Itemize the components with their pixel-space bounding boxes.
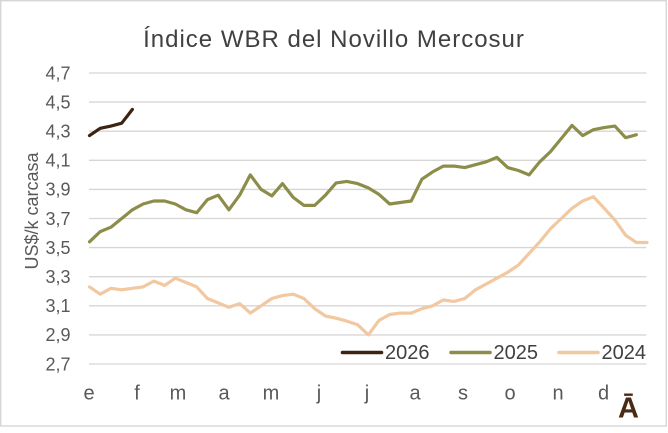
svg-text:m: m [263,383,280,405]
svg-text:j: j [364,383,369,405]
svg-text:3,5: 3,5 [45,238,70,258]
svg-text:4,7: 4,7 [45,63,70,83]
svg-text:3,1: 3,1 [45,296,70,316]
svg-text:US$/k carcasa: US$/k carcasa [22,151,42,269]
svg-text:4,5: 4,5 [45,92,70,112]
svg-text:3,9: 3,9 [45,180,70,200]
svg-text:4,3: 4,3 [45,122,70,142]
svg-text:2024: 2024 [602,342,647,364]
svg-text:s: s [458,383,468,405]
svg-text:2,7: 2,7 [45,354,70,374]
svg-text:d: d [598,383,609,405]
svg-text:Índice WBR del Novillo Mercosu: Índice WBR del Novillo Mercosur [143,26,525,53]
svg-text:2,9: 2,9 [45,325,70,345]
svg-text:m: m [170,383,187,405]
svg-text:3,7: 3,7 [45,209,70,229]
svg-text:a: a [409,383,421,405]
svg-text:4,1: 4,1 [45,151,70,171]
svg-text:n: n [552,383,563,405]
svg-text:2025: 2025 [494,342,539,364]
svg-text:2026: 2026 [385,342,430,364]
svg-text:a: a [218,383,230,405]
svg-text:3,3: 3,3 [45,267,70,287]
svg-text:j: j [316,383,321,405]
svg-text:f: f [134,383,140,405]
svg-text:Ā: Ā [618,393,639,425]
svg-text:o: o [504,383,515,405]
svg-text:e: e [83,383,94,405]
